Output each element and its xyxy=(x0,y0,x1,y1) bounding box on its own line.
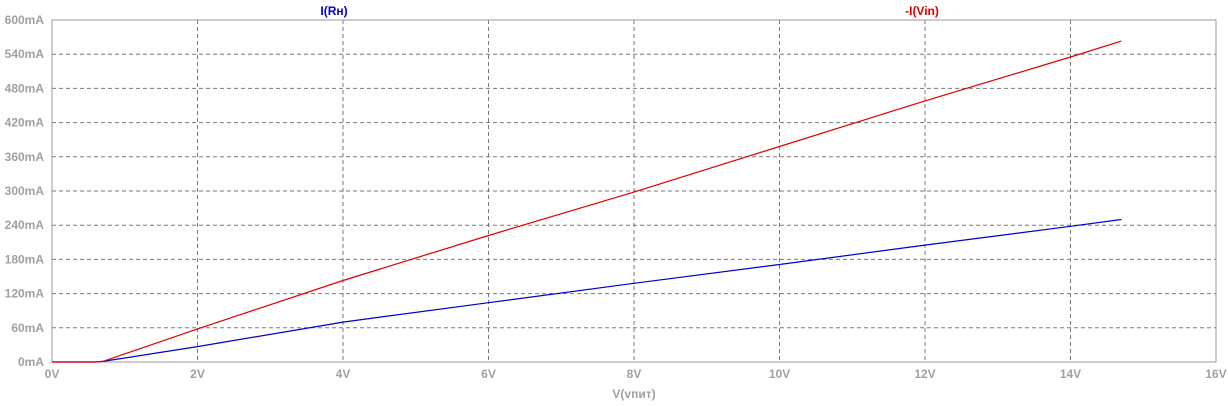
x-tick-label: 16V xyxy=(1205,367,1226,381)
tick-labels: 0V 2V 4V 6V 8V 10V 12V 14V 16V 0mA 60mA 120mA 180mA 2… xyxy=(5,13,1227,381)
y-tick-label: 180mA xyxy=(5,252,45,266)
grid xyxy=(52,20,1216,362)
x-tick-label: 4V xyxy=(336,367,351,381)
series-traces xyxy=(52,40,1122,363)
x-tick-label: 12V xyxy=(914,367,935,381)
x-tick-label: 2V xyxy=(190,367,205,381)
x-tick-label: 8V xyxy=(627,367,642,381)
x-axis-title: V(vпит) xyxy=(612,387,655,401)
y-tick-label: 0mA xyxy=(18,355,44,369)
x-tick-label: 10V xyxy=(769,367,790,381)
y-tick-label: 360mA xyxy=(5,150,45,164)
x-tick-label: 0V xyxy=(45,367,60,381)
y-tick-label: 420mA xyxy=(5,116,45,130)
y-tick-label: 300mA xyxy=(5,184,45,198)
y-tick-label: 480mA xyxy=(5,81,45,95)
y-tick-label: 240mA xyxy=(5,218,45,232)
x-tick-label: 6V xyxy=(481,367,496,381)
x-tick-label: 14V xyxy=(1060,367,1081,381)
series-line-1 xyxy=(52,40,1122,363)
y-tick-label: 600mA xyxy=(5,13,45,27)
y-tick-label: 540mA xyxy=(5,47,45,61)
trace-label-1: -I(Vin) xyxy=(905,4,939,18)
y-tick-label: 60mA xyxy=(11,321,44,335)
trace-labels: I(Rн) -I(Vin) xyxy=(320,4,939,18)
series-line-0 xyxy=(52,218,1122,363)
y-tick-label: 120mA xyxy=(5,287,45,301)
trace-label-0: I(Rн) xyxy=(320,4,347,18)
plot-frame xyxy=(51,19,1217,363)
